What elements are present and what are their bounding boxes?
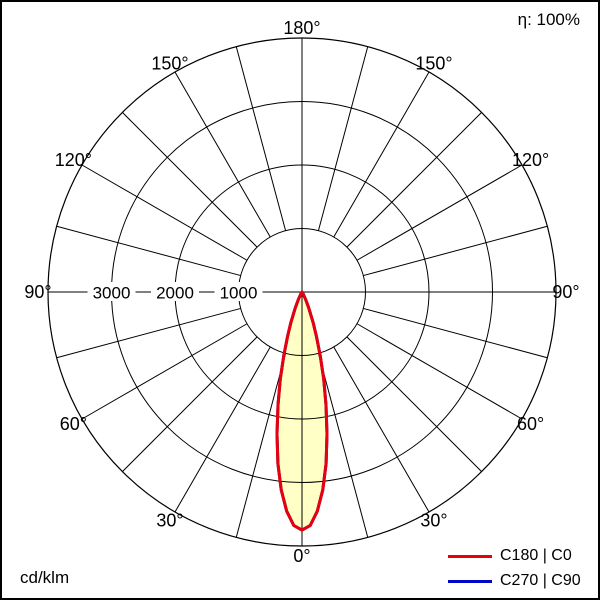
angle-label: 60° — [60, 414, 87, 434]
angle-label: 30° — [420, 511, 447, 531]
curve-c180-c0 — [275, 290, 329, 532]
ring-label: 3000 — [93, 284, 131, 303]
angle-label: 120° — [512, 150, 549, 170]
angle-label: 0° — [293, 546, 310, 566]
grid-spoke — [317, 46, 369, 231]
efficiency-label: η: 100% — [517, 10, 580, 29]
grid-spoke — [356, 323, 523, 420]
angle-label: 90° — [552, 282, 579, 302]
grid-spoke — [346, 336, 482, 472]
ring-label-bg — [87, 282, 136, 301]
ring-label: 1000 — [220, 284, 258, 303]
angle-label: 150° — [415, 53, 452, 73]
grid-spoke — [346, 112, 482, 248]
angle-label: 180° — [283, 18, 320, 38]
angle-label: 120° — [55, 150, 92, 170]
ring-label: 2000 — [156, 284, 194, 303]
legend-label-c270-c90: C270 | C90 — [500, 572, 581, 589]
grid-spoke — [174, 346, 271, 513]
grid-spoke — [333, 346, 430, 513]
legend-label-c180-c0: C180 | C0 — [500, 547, 572, 564]
grid-spoke — [56, 307, 241, 359]
legend-line-c270-c90-icon — [448, 579, 492, 583]
grid-spoke — [317, 353, 369, 538]
angle-label: 30° — [156, 511, 183, 531]
grid-spoke — [174, 71, 271, 238]
grid-spoke — [122, 112, 258, 248]
grid-spoke — [81, 164, 248, 261]
ring-label-bg — [214, 282, 263, 301]
grid-spoke — [56, 225, 241, 277]
angle-label: 90° — [24, 282, 51, 302]
grid-spoke — [81, 323, 248, 420]
ring-label-bg — [151, 282, 199, 301]
angle-label: 150° — [151, 53, 188, 73]
legend-item-c180-c0: C180 | C0 — [448, 547, 581, 565]
grid-spoke — [122, 336, 258, 472]
angle-label: 60° — [517, 414, 544, 434]
grid-spoke — [356, 164, 523, 261]
grid-spoke — [363, 225, 548, 277]
unit-label: cd/klm — [20, 568, 70, 587]
grid-spoke — [235, 353, 287, 538]
legend-line-c180-c0-icon — [448, 554, 492, 558]
grid-spoke — [235, 46, 287, 231]
grid-spoke — [333, 71, 430, 238]
legend: C180 | C0 C270 | C90 — [448, 547, 581, 590]
grid-spoke — [363, 307, 548, 359]
legend-item-c270-c90: C270 | C90 — [448, 572, 581, 590]
